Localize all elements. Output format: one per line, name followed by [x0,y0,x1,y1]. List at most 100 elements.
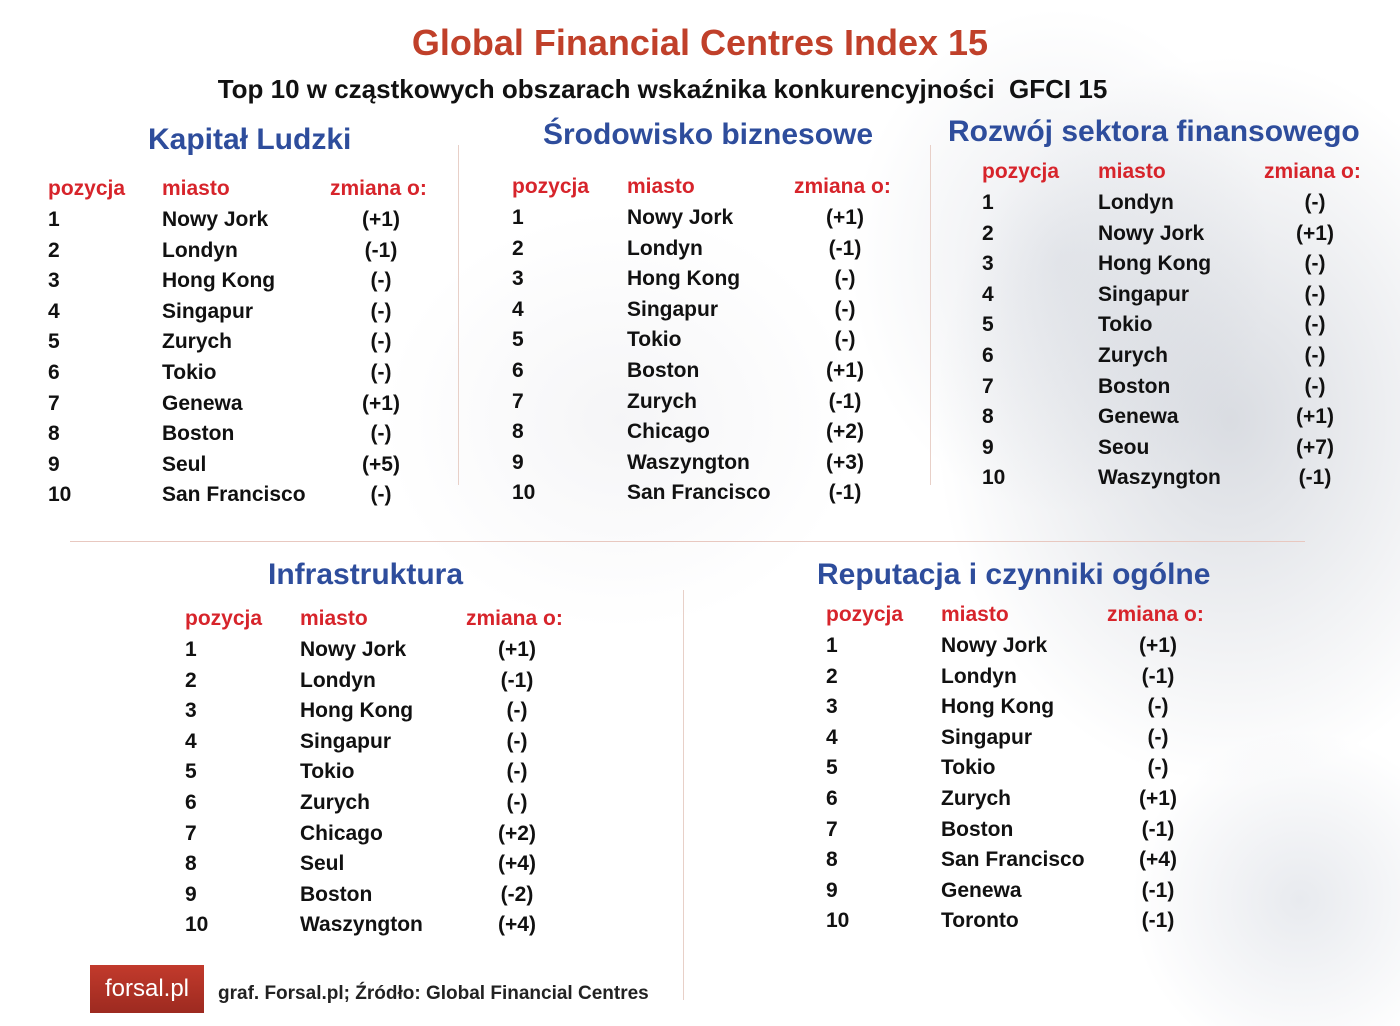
rank-cell: 6 [185,791,197,814]
change-cell: (-1) [828,237,862,260]
change-cell: (+2) [826,420,864,443]
rank-cell: 5 [982,313,994,336]
change-cell: (-1) [1141,818,1175,841]
change-cell: (-) [506,791,528,814]
city-cell: Londyn [1098,191,1174,214]
rank-cell: 10 [185,913,209,936]
rank-cell: 8 [826,848,838,871]
city-cell: Boston [1098,375,1171,398]
rank-cell: 1 [512,206,524,229]
rank-cell: 7 [48,392,60,415]
change-cell: (+4) [1139,848,1177,871]
column-header-position: pozycja [826,603,904,626]
change-cell: (-) [1304,252,1326,275]
rank-cell: 4 [512,298,524,321]
column-header-city: miasto [941,603,1009,626]
city-cell: Zurych [941,787,1012,810]
city-cell: Tokio [627,328,682,351]
change-cell: (+1) [362,208,400,231]
city-cell: Nowy Jork [300,638,407,661]
rank-cell: 9 [826,879,838,902]
city-cell: Boston [300,883,373,906]
change-cell: (-) [834,298,856,321]
city-cell: Seul [162,453,207,476]
rank-cell: 1 [48,208,60,231]
change-cell: (-) [1147,695,1169,718]
change-cell: (-) [1304,313,1326,336]
rank-cell: 4 [982,283,994,306]
rank-cell: 10 [48,483,72,506]
city-cell: Genewa [162,392,243,415]
city-cell: Singapur [162,300,254,323]
change-cell: (+3) [826,451,864,474]
page-title: Global Financial Centres Index 15 [411,22,989,63]
change-cell: (-) [506,699,528,722]
city-cell: Hong Kong [1098,252,1212,275]
rank-cell: 8 [512,420,524,443]
city-cell: Genewa [941,879,1022,902]
change-cell: (+1) [1296,405,1334,428]
column-header-change: zmiana o: [466,607,563,630]
rank-cell: 3 [185,699,197,722]
rank-cell: 7 [185,822,197,845]
city-cell: Singapur [1098,283,1190,306]
city-cell: Hong Kong [300,699,414,722]
change-cell: (+2) [498,822,536,845]
rank-cell: 7 [982,375,994,398]
city-cell: San Francisco [162,483,306,506]
change-cell: (-) [1304,283,1326,306]
rank-cell: 1 [185,638,197,661]
rank-cell: 9 [185,883,197,906]
column-header-change: zmiana o: [1107,603,1204,626]
column-header-change: zmiana o: [1264,160,1361,183]
rank-cell: 3 [48,269,60,292]
city-cell: Tokio [300,760,355,783]
city-cell: Londyn [627,237,703,260]
city-cell: Genewa [1098,405,1179,428]
divider-vertical-1 [458,145,459,485]
rank-cell: 1 [982,191,994,214]
change-cell: (+1) [826,359,864,382]
rank-cell: 5 [826,756,838,779]
city-cell: Londyn [300,669,376,692]
city-cell: Toronto [941,909,1019,932]
city-cell: Zurych [162,330,233,353]
city-cell: Seul [300,852,345,875]
change-cell: (-2) [500,883,534,906]
rank-cell: 10 [512,481,536,504]
change-cell: (+7) [1296,436,1334,459]
change-cell: (-) [370,361,392,384]
city-cell: Nowy Jork [1098,222,1205,245]
change-cell: (-) [834,267,856,290]
city-cell: Waszyngton [300,913,423,936]
column-header-position: pozycja [48,177,126,200]
section-title: Środowisko biznesowe [543,118,874,151]
city-cell: Singapur [300,730,392,753]
change-cell: (-) [370,330,392,353]
city-cell: Hong Kong [941,695,1055,718]
rank-cell: 2 [982,222,994,245]
city-cell: Singapur [941,726,1033,749]
change-cell: (+1) [362,392,400,415]
rank-cell: 2 [185,669,197,692]
city-cell: Nowy Jork [941,634,1048,657]
city-cell: Hong Kong [627,267,741,290]
column-header-change: zmiana o: [794,175,891,198]
rank-cell: 3 [982,252,994,275]
rank-cell: 4 [185,730,197,753]
column-header-position: pozycja [185,607,263,630]
change-cell: (-1) [1141,879,1175,902]
change-cell: (-) [370,300,392,323]
city-cell: Seou [1098,436,1150,459]
rank-cell: 9 [982,436,994,459]
city-cell: Tokio [941,756,996,779]
rank-cell: 2 [512,237,524,260]
change-cell: (+1) [826,206,864,229]
change-cell: (-1) [828,481,862,504]
column-header-city: miasto [627,175,695,198]
rank-cell: 3 [826,695,838,718]
column-header-position: pozycja [982,160,1060,183]
rank-cell: 4 [48,300,60,323]
change-cell: (-) [370,483,392,506]
city-cell: Londyn [941,665,1017,688]
